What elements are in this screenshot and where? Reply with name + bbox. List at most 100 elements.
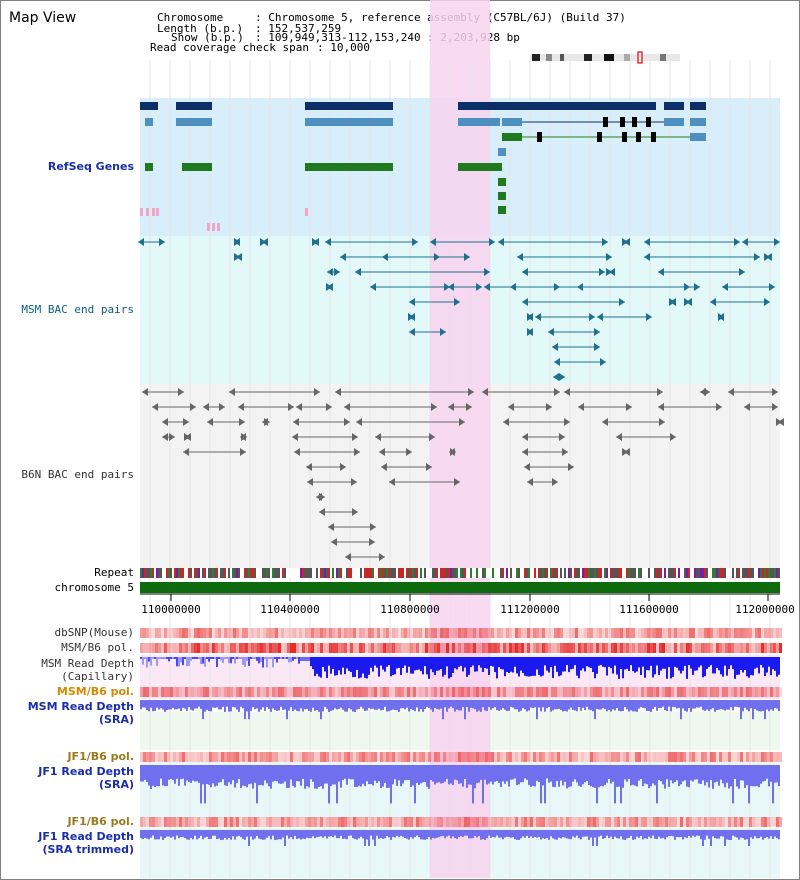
msm-sra-depth-bar	[696, 700, 698, 708]
msm-b6-pol-heat-2	[287, 687, 290, 697]
repeat-segment	[558, 568, 560, 578]
msm-cap-depth-bar	[166, 657, 168, 659]
msm-b6-pol-heat-2	[479, 687, 482, 697]
track-label-msm-b6-pol-1[interactable]: MSM/B6 pol.	[61, 641, 134, 654]
msm-sra-depth-bar	[228, 700, 230, 712]
bac-end	[356, 418, 362, 426]
msm-b6-pol-heat-2	[698, 687, 701, 697]
bac-end	[659, 418, 665, 426]
jf1-sra-depth-bar	[286, 765, 288, 788]
msm-b6-pol-heat-2	[701, 687, 704, 697]
gene-feature-faint	[156, 208, 159, 216]
msm-cap-depth-bar	[508, 657, 510, 673]
msm-b6-pol-heat	[305, 643, 308, 653]
repeat-segment	[666, 568, 668, 578]
repeat-segment	[540, 568, 542, 578]
track-label-msm-bac[interactable]: MSM BAC end pairs	[21, 303, 134, 316]
bac-end	[554, 283, 560, 291]
track-label-repeat[interactable]: Repeat	[94, 566, 134, 579]
msm-sra-depth-bar	[164, 700, 166, 712]
jf1-b6-pol-heat-2	[356, 817, 359, 827]
repeat-segment	[278, 568, 280, 578]
jf1-b6-pol-heat	[665, 752, 668, 762]
dbsnp-heat	[176, 628, 179, 638]
msm-sra-depth-bar	[282, 700, 284, 710]
track-label-jf1-b6-pol-1[interactable]: JF1/B6 pol.	[67, 750, 134, 763]
msm-cap-depth-bar	[668, 657, 670, 668]
bac-end	[622, 238, 628, 246]
msm-sra-depth-bar	[618, 700, 620, 711]
track-label-chromosome[interactable]: chromosome 5	[54, 581, 134, 594]
bac-end	[670, 433, 676, 441]
repeat-segment	[148, 568, 150, 578]
msm-cap-depth-bar	[272, 657, 274, 668]
msm-b6-pol-heat	[536, 643, 539, 653]
track-label-msm-b6-pol-2[interactable]: MSM/B6 pol.	[56, 685, 134, 698]
info-length-value: : 152,537,259	[255, 22, 342, 35]
msm-cap-depth-bar	[246, 657, 248, 661]
msm-cap-depth-bar	[626, 657, 628, 669]
track-label-refseq[interactable]: RefSeq Genes	[47, 160, 134, 173]
jf1-b6-pol-heat	[410, 752, 413, 762]
dbsnp-heat	[698, 628, 701, 638]
track-label-b6n-bac[interactable]: B6N BAC end pairs	[21, 468, 134, 481]
jf1-trim-depth-bar	[606, 830, 608, 836]
bac-end	[331, 538, 337, 546]
msm-sra-depth-bar	[446, 700, 448, 712]
jf1-trim-depth-bar	[672, 830, 674, 837]
dbsnp-heat	[290, 628, 293, 638]
jf1-trim-depth-bar	[718, 830, 720, 839]
msm-cap-depth-bar	[500, 657, 502, 670]
msm-sra-depth-bar	[732, 700, 734, 711]
jf1-b6-pol-heat-2	[143, 817, 146, 827]
msm-cap-depth-bar	[482, 657, 484, 672]
jf1-b6-pol-heat	[263, 752, 266, 762]
track-label-jf1-depth-sra-1[interactable]: JF1 Read Depth	[38, 765, 134, 778]
track-label-dbsnp[interactable]: dbSNP(Mouse)	[54, 626, 134, 639]
jf1-sra-depth-bar	[574, 765, 576, 780]
msm-sra-depth-bar	[366, 700, 368, 711]
msm-cap-depth-bar	[734, 657, 736, 679]
msm-cap-depth-bar	[702, 657, 704, 678]
track-label-jf1-depth-trim-1[interactable]: JF1 Read Depth	[38, 830, 134, 843]
msm-b6-pol-heat	[146, 643, 149, 653]
msm-b6-pol-heat-2	[572, 687, 575, 697]
msm-cap-depth-bar	[744, 657, 746, 670]
msm-sra-depth-bar	[330, 700, 332, 711]
jf1-b6-pol-heat	[650, 752, 653, 762]
msm-b6-pol-heat-2	[341, 687, 344, 697]
jf1-trim-depth-bar	[748, 830, 750, 846]
msm-cap-depth-bar	[164, 657, 166, 659]
bac-end	[744, 403, 750, 411]
track-label-msm-depth-sra-1[interactable]: MSM Read Depth	[27, 700, 134, 713]
jf1-sra-depth-bar	[238, 765, 240, 779]
msm-cap-depth-bar	[592, 657, 594, 673]
jf1-sra-depth-bar	[384, 765, 386, 783]
dbsnp-heat	[536, 628, 539, 638]
track-label-jf1-b6-pol-2[interactable]: JF1/B6 pol.	[67, 815, 134, 828]
jf1-b6-pol-heat	[197, 752, 200, 762]
repeat-segment	[272, 568, 274, 578]
gene-feature	[690, 133, 706, 141]
jf1-trim-depth-bar	[464, 830, 466, 836]
jf1-sra-depth-bar	[660, 765, 662, 782]
msm-cap-depth-bar	[494, 657, 496, 673]
jf1-sra-depth-bar	[552, 765, 554, 787]
track-label-msm-depth-cap-1[interactable]: MSM Read Depth	[41, 657, 134, 670]
msm-cap-depth-bar	[732, 657, 734, 670]
msm-b6-pol-heat-2	[461, 687, 464, 697]
jf1-b6-pol-heat	[392, 752, 395, 762]
msm-b6-pol-heat	[764, 643, 767, 653]
jf1-trim-depth-bar	[576, 830, 578, 836]
jf1-sra-depth-bar	[448, 765, 450, 785]
bac-end	[594, 343, 600, 351]
jf1-sra-depth-bar	[312, 765, 314, 782]
jf1-b6-pol-heat	[296, 752, 299, 762]
dbsnp-heat	[476, 628, 479, 638]
jf1-trim-depth-bar	[180, 830, 182, 838]
jf1-trim-depth-bar	[478, 830, 480, 837]
jf1-b6-pol-heat	[731, 752, 734, 762]
jf1-trim-depth-bar	[590, 830, 592, 838]
jf1-trim-depth-bar	[282, 830, 284, 838]
